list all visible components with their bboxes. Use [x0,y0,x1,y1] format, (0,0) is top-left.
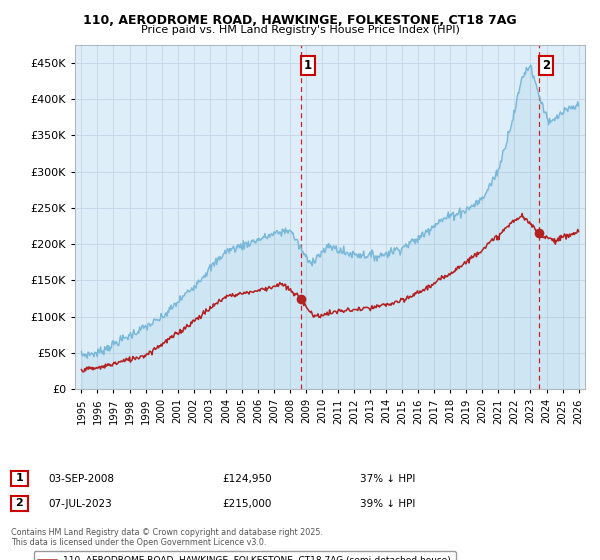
Text: Price paid vs. HM Land Registry's House Price Index (HPI): Price paid vs. HM Land Registry's House … [140,25,460,35]
Text: 39% ↓ HPI: 39% ↓ HPI [360,499,415,509]
Text: Contains HM Land Registry data © Crown copyright and database right 2025.
This d: Contains HM Land Registry data © Crown c… [11,528,323,547]
Text: 07-JUL-2023: 07-JUL-2023 [48,499,112,509]
Text: £124,950: £124,950 [222,474,272,484]
Text: 2: 2 [16,498,23,508]
Text: 1: 1 [16,473,23,483]
Legend: 110, AERODROME ROAD, HAWKINGE, FOLKESTONE, CT18 7AG (semi-detached house), HPI: : 110, AERODROME ROAD, HAWKINGE, FOLKESTON… [34,551,455,560]
Text: 2: 2 [542,59,550,72]
Text: 1: 1 [304,59,312,72]
Text: 37% ↓ HPI: 37% ↓ HPI [360,474,415,484]
Text: 110, AERODROME ROAD, HAWKINGE, FOLKESTONE, CT18 7AG: 110, AERODROME ROAD, HAWKINGE, FOLKESTON… [83,14,517,27]
Text: 03-SEP-2008: 03-SEP-2008 [48,474,114,484]
Text: £215,000: £215,000 [222,499,271,509]
